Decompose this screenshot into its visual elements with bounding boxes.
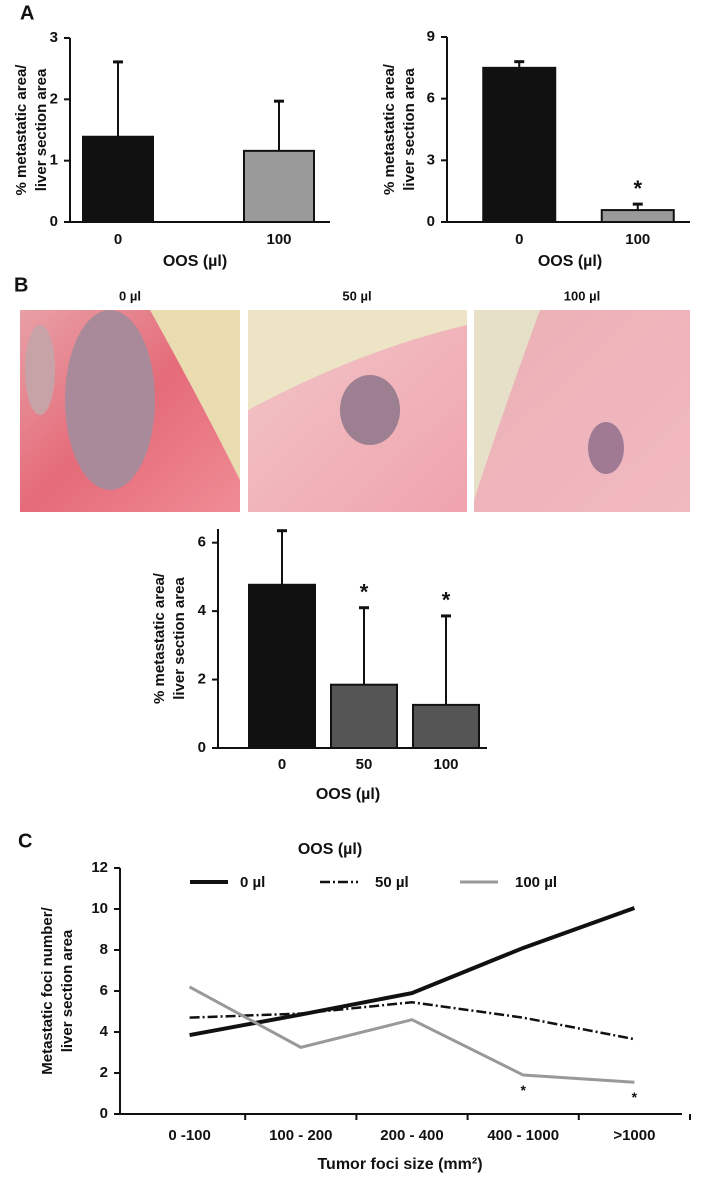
y-tick-label: 2: [198, 671, 206, 688]
y-tick-label: 12: [91, 859, 108, 876]
y-axis-label: Metastatic foci number/: [39, 906, 56, 1074]
bar: [482, 66, 557, 224]
y-tick-label: 3: [427, 151, 435, 168]
y-tick-label: 4: [100, 1023, 109, 1040]
legend-label: 50 µl: [375, 874, 409, 891]
y-tick-label: 10: [91, 900, 108, 917]
x-tick-label: 0 -100: [168, 1127, 211, 1144]
bar: [82, 135, 154, 224]
legend-label: 100 µl: [515, 874, 557, 891]
chart: 0 3 6 9 0 100 % metastatic area/liver section …: [381, 28, 690, 270]
y-tick-label: 2: [100, 1064, 108, 1081]
image-region: [588, 422, 624, 474]
annotation: *: [360, 580, 369, 605]
bar: [243, 149, 315, 223]
x-tick-label: 100: [266, 231, 291, 248]
image-region: [150, 310, 240, 480]
y-axis-label: liver section area: [33, 68, 50, 191]
line-series: [189, 1001, 635, 1041]
legend-title: OOS (µl): [298, 841, 362, 858]
x-tick-label: 0: [278, 756, 286, 773]
legend-label: 0 µl: [240, 874, 265, 891]
y-tick-label: 8: [100, 941, 108, 958]
line-series: [188, 985, 635, 1084]
annotation: *: [633, 176, 642, 201]
y-tick-label: 3: [50, 29, 58, 46]
annotation: *: [442, 588, 451, 613]
bar: [248, 583, 316, 749]
image-region: [65, 310, 155, 490]
y-axis-label: % metastatic area/: [13, 64, 30, 196]
y-axis-label: liver section area: [401, 68, 418, 191]
panel-letter: B: [14, 274, 28, 296]
x-axis-label: Tumor foci size (mm²): [317, 1156, 482, 1173]
x-tick-label: 100 - 200: [269, 1127, 332, 1144]
chart: 0 1 2 3 0 100 % metastatic area/liver section …: [13, 29, 330, 270]
y-tick-label: 6: [427, 90, 435, 107]
y-tick-label: 0: [100, 1105, 108, 1122]
y-axis-label: % metastatic area/: [151, 572, 168, 704]
image-title: 50 µl: [342, 288, 371, 303]
x-tick-label: 0: [515, 231, 523, 248]
bar: [412, 703, 480, 750]
image-region: [248, 310, 467, 410]
bar: [600, 209, 675, 223]
y-tick-label: 6: [198, 534, 206, 551]
annotation: *: [632, 1089, 638, 1105]
histology-images: 0 µl 50 µl 100 µl: [20, 288, 690, 512]
bar: [330, 683, 398, 749]
x-tick-label: >1000: [613, 1127, 655, 1144]
x-tick-label: 100: [433, 756, 458, 773]
x-axis-label: OOS (µl): [163, 253, 227, 270]
y-tick-label: 1: [50, 152, 58, 169]
image-region: [474, 310, 540, 500]
x-axis-label: OOS (µl): [316, 786, 380, 803]
y-tick-label: 4: [198, 602, 207, 619]
chart: 0 2 4 6 0 50 100 % metastatic area/liver sectio…: [151, 529, 487, 803]
y-tick-label: 0: [427, 213, 435, 230]
line-series: [189, 906, 636, 1038]
chart: 0 2 4 6 8 10 12 0 -100 100 - 200 200 - 400 400 - 1…: [39, 841, 691, 1173]
image-region: [340, 375, 400, 445]
x-tick-label: 0: [114, 231, 122, 248]
image-region: [25, 325, 55, 415]
y-tick-label: 0: [50, 213, 58, 230]
y-tick-label: 9: [427, 28, 435, 45]
image-title: 100 µl: [564, 288, 600, 303]
y-tick-label: 6: [100, 982, 108, 999]
y-axis-label: liver section area: [171, 577, 188, 700]
x-tick-label: 100: [625, 231, 650, 248]
y-tick-label: 0: [198, 739, 206, 756]
x-tick-label: 50: [356, 756, 373, 773]
x-tick-label: 200 - 400: [380, 1127, 443, 1144]
y-axis-label: liver section area: [59, 929, 76, 1052]
y-axis-label: % metastatic area/: [381, 63, 398, 195]
x-axis-label: OOS (µl): [538, 253, 602, 270]
panel-letter: C: [18, 830, 32, 852]
image-title: 0 µl: [119, 288, 141, 303]
y-tick-label: 2: [50, 90, 58, 107]
annotation: *: [520, 1082, 526, 1098]
panel-letter: A: [20, 2, 34, 24]
x-tick-label: 400 - 1000: [487, 1127, 559, 1144]
